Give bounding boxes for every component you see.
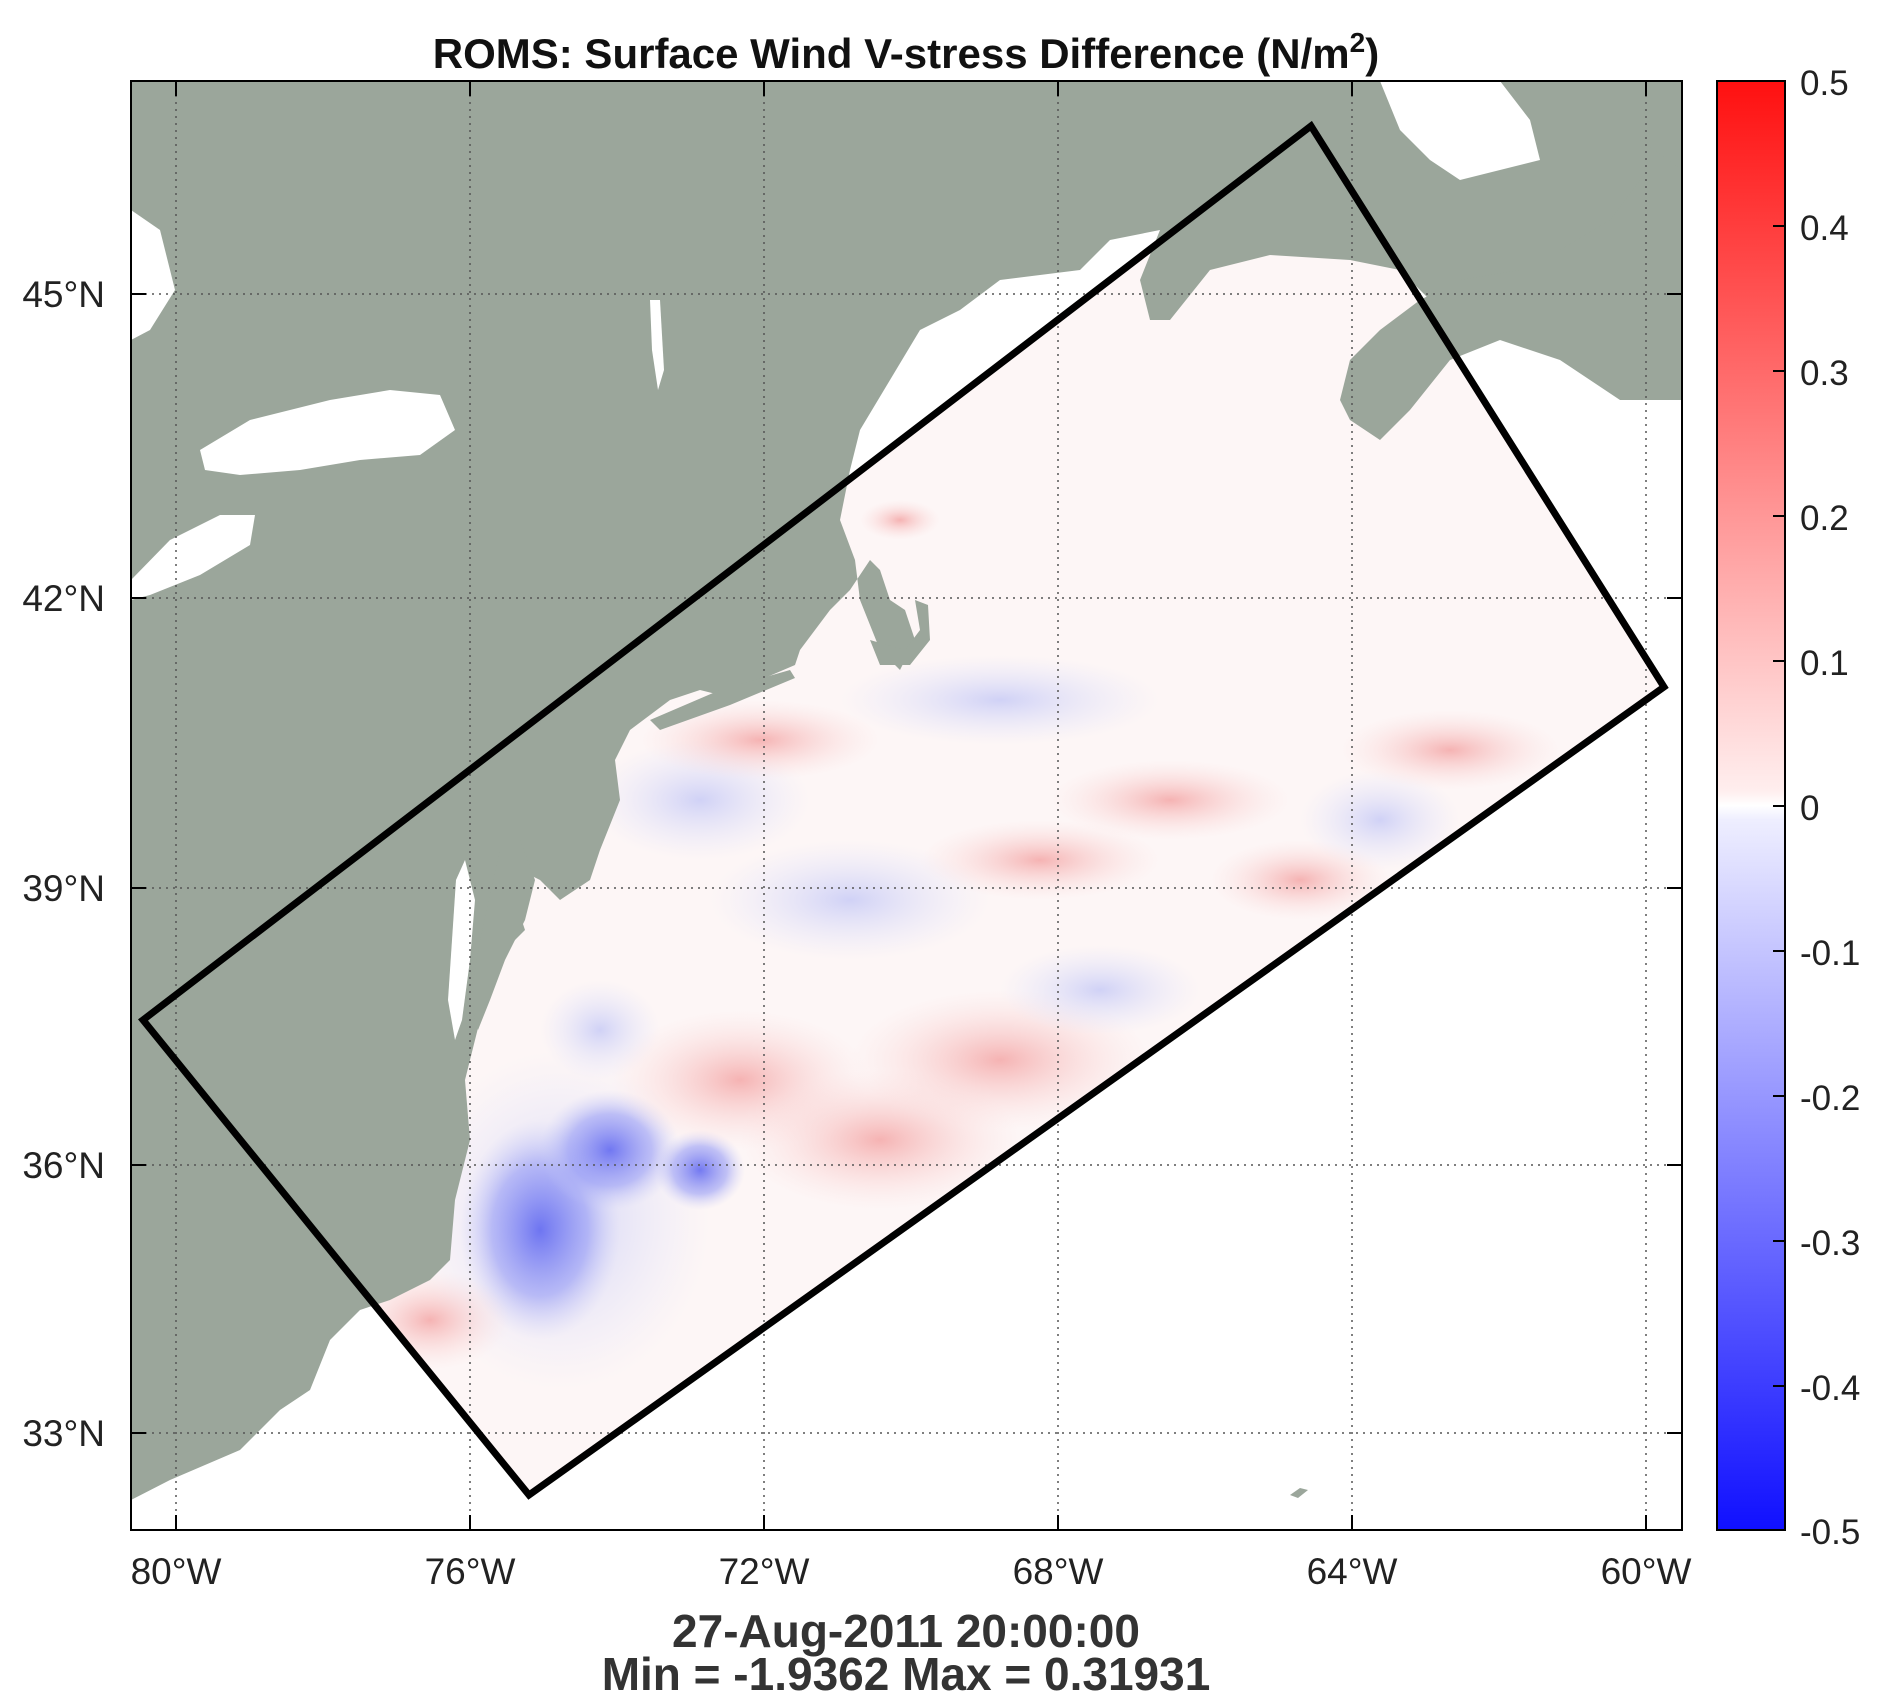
- land-nova-scotia: [1340, 140, 1682, 440]
- lat-label: 42°N: [22, 578, 105, 619]
- map-frame: [130, 80, 1683, 1531]
- lat-label: 33°N: [22, 1413, 105, 1454]
- lon-label: 60°W: [1601, 1551, 1692, 1592]
- colorbar-label: 0: [1800, 789, 1819, 828]
- min-max-label: Min = -1.9362 Max = 0.31931: [602, 1648, 1211, 1700]
- colorbar-label: 0.4: [1800, 209, 1849, 248]
- colorbar-label: -0.3: [1800, 1224, 1860, 1263]
- lake-huron-edge: [131, 210, 175, 340]
- land-north-america: [131, 81, 1682, 1500]
- lat-tick-labels: 45°N 42°N 39°N 36°N 33°N: [22, 274, 105, 1454]
- colorbar: 0.5 0.4 0.3 0.2 0.1 0 -0.1 -0.2 -0.3 -0.…: [1716, 64, 1860, 1552]
- lon-label: 64°W: [1307, 1551, 1398, 1592]
- lat-label: 39°N: [22, 868, 105, 909]
- colorbar-label: -0.2: [1800, 1079, 1860, 1118]
- colorbar-ticks: [1773, 80, 1785, 1531]
- colorbar-label: -0.5: [1800, 1513, 1860, 1552]
- land-delmarva: [470, 840, 535, 1030]
- gulf-st-lawrence: [1380, 81, 1540, 180]
- colorbar-label: 0.3: [1800, 354, 1849, 393]
- island-small: [1290, 1488, 1308, 1498]
- lake-ontario: [200, 390, 455, 475]
- chesapeake-bay: [448, 860, 475, 1040]
- lon-tick-labels: 80°W 76°W 72°W 68°W 64°W 60°W: [131, 1551, 1692, 1592]
- colorbar-label: 0.2: [1800, 499, 1849, 538]
- colorbar-label: -0.1: [1800, 934, 1860, 973]
- colorbar-label: 0.5: [1800, 64, 1849, 103]
- colorbar-label: 0.1: [1800, 644, 1849, 683]
- map-axes: [131, 81, 1682, 1530]
- lake-champlain: [650, 300, 664, 390]
- lat-label: 36°N: [22, 1145, 105, 1186]
- lon-label: 72°W: [719, 1551, 810, 1592]
- lon-label: 80°W: [131, 1551, 222, 1592]
- lon-label: 76°W: [425, 1551, 516, 1592]
- colorbar-label: -0.4: [1800, 1369, 1860, 1408]
- lon-label: 68°W: [1013, 1551, 1104, 1592]
- timestamp-label: 27-Aug-2011 20:00:00: [672, 1605, 1140, 1657]
- tick-marks: [131, 81, 1682, 1530]
- land-long-island: [650, 670, 795, 730]
- figure-title: ROMS: Surface Wind V-stress Difference (…: [433, 27, 1379, 77]
- land-cape-cod: [870, 600, 930, 665]
- lat-label: 45°N: [22, 274, 105, 315]
- model-domain-box: [138, 120, 1669, 1500]
- lake-erie: [131, 515, 255, 600]
